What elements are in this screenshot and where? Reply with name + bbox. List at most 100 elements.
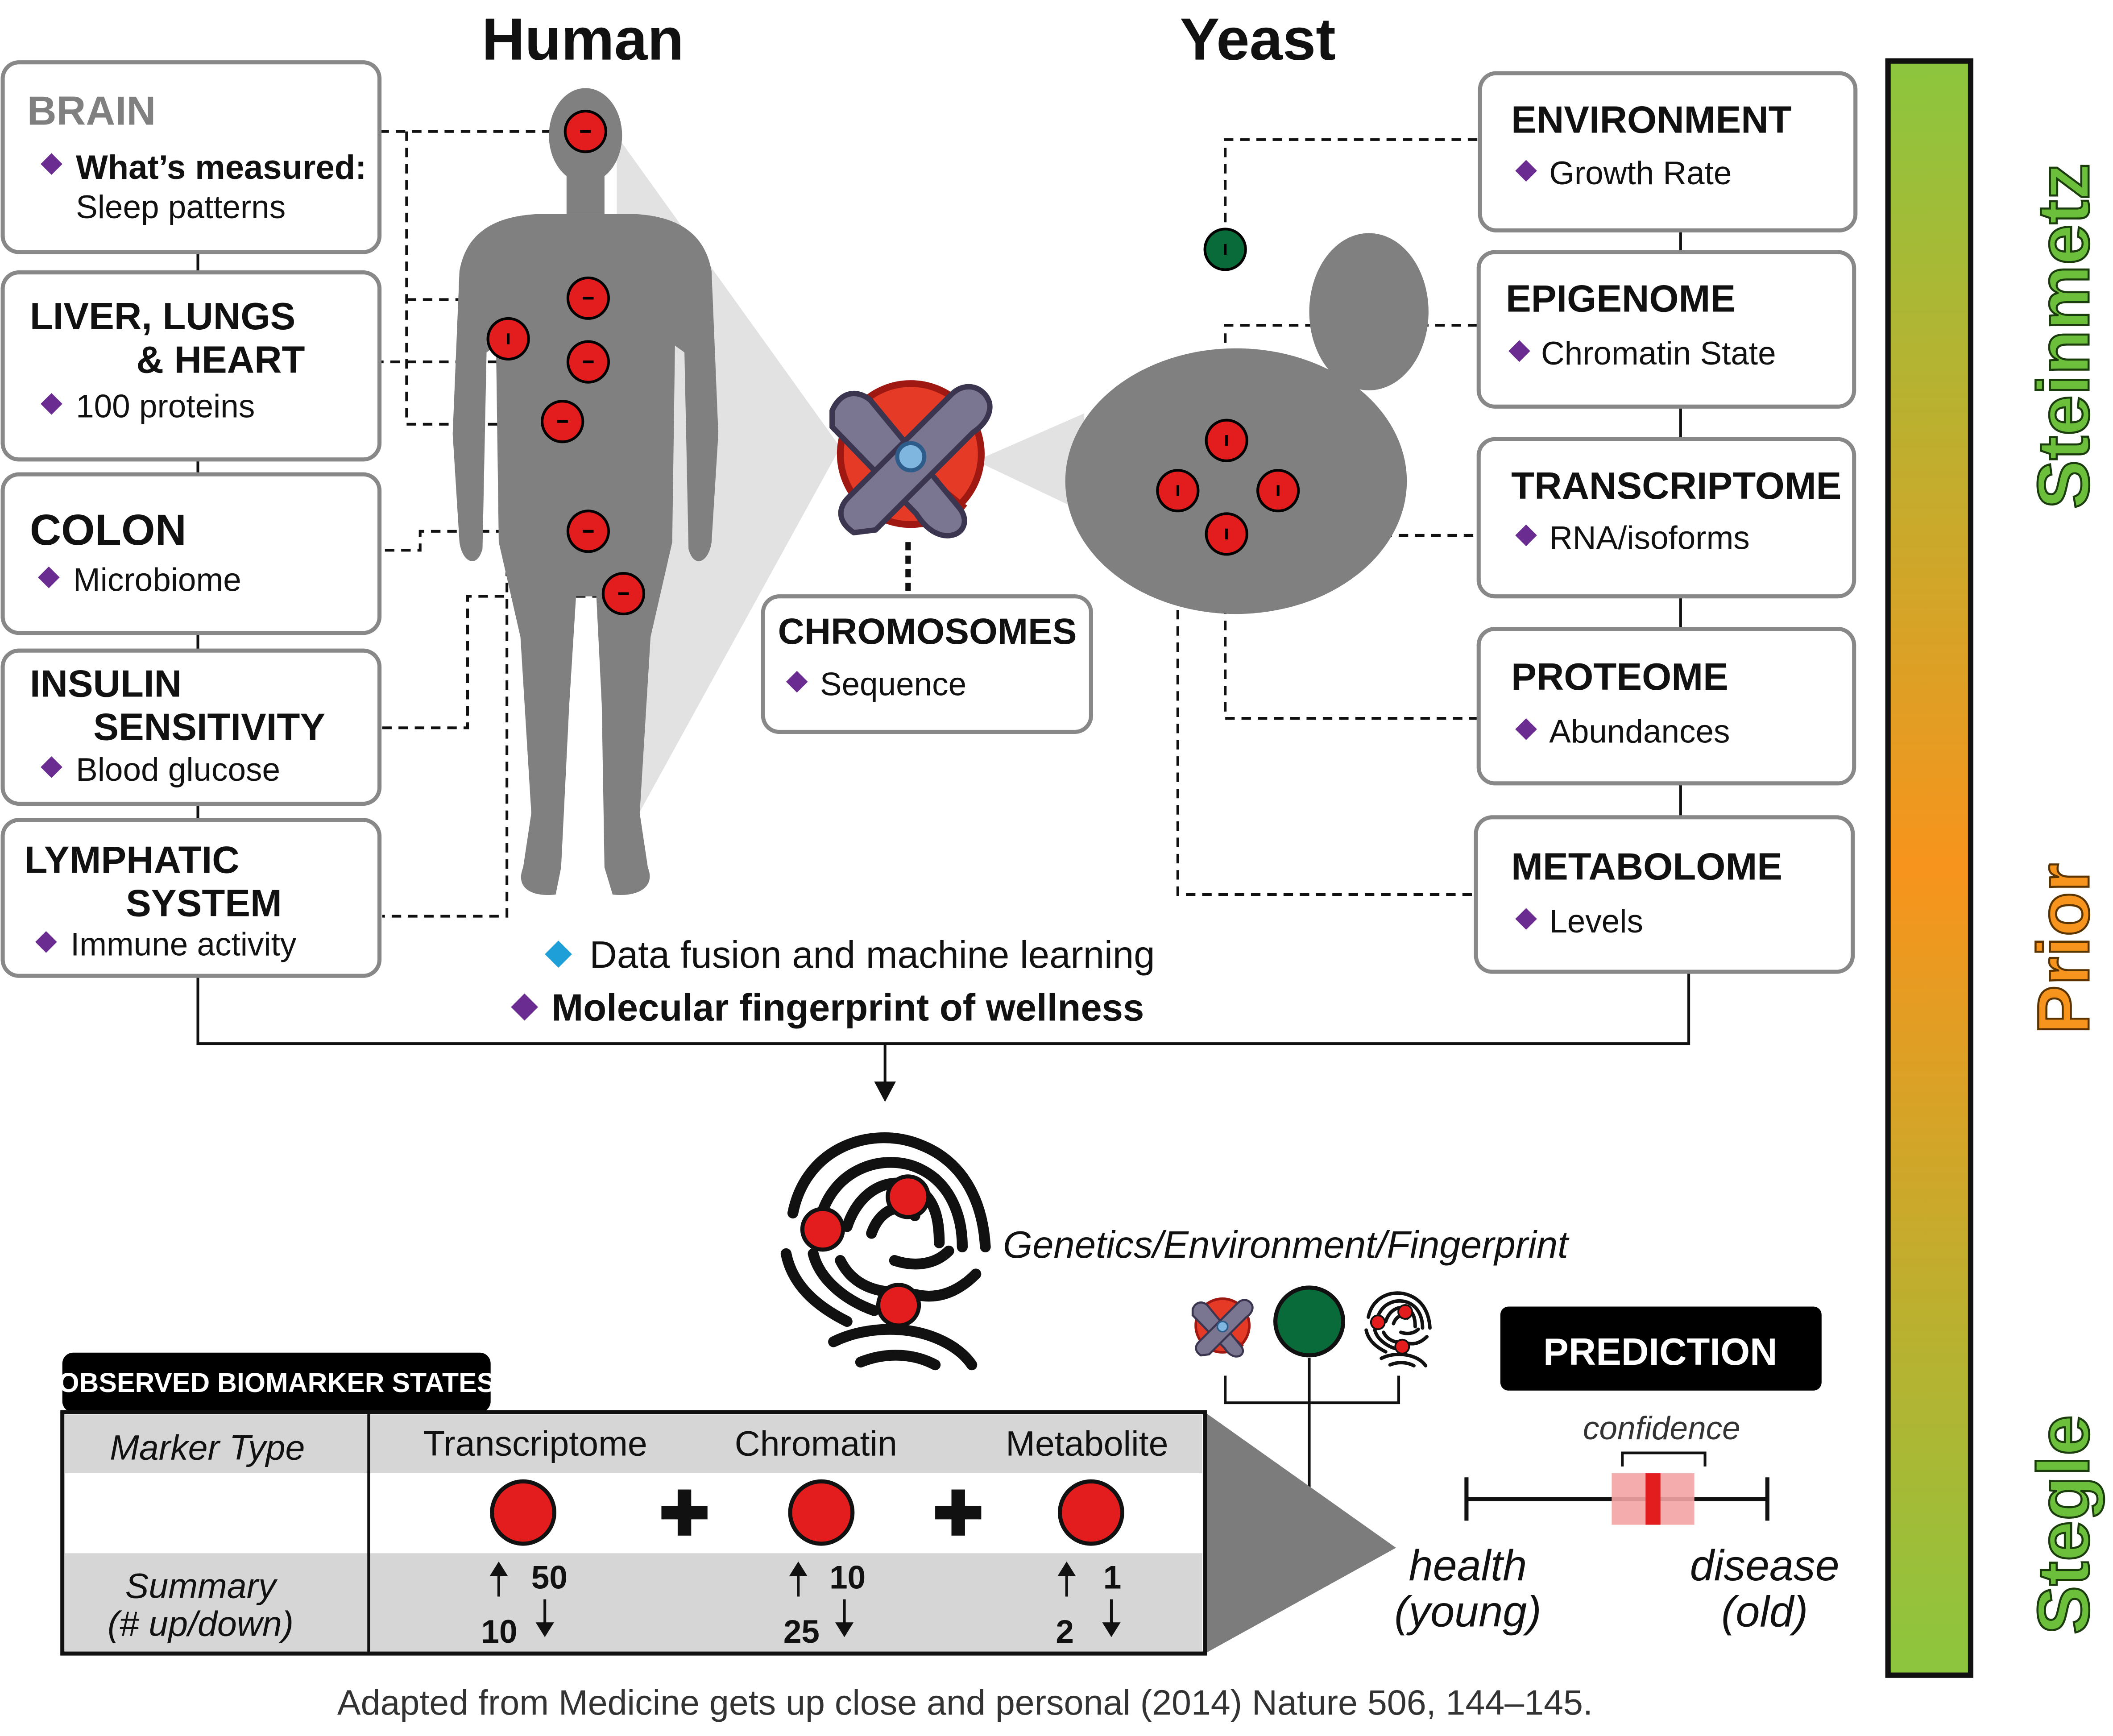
- box-transcriptome: [1476, 437, 1856, 599]
- box-insulin-item: Blood glucose: [76, 752, 280, 788]
- marker-colon: [566, 510, 610, 553]
- box-insulin-title-2: SENSITIVITY: [93, 706, 325, 749]
- box-insulin: [0, 648, 382, 806]
- diamond-icon: [1515, 718, 1537, 740]
- prediction-box: [1500, 1306, 1822, 1391]
- small-chromosome-icon: [1193, 1299, 1252, 1357]
- fusion-line-2: Molecular fingerprint of wellness: [551, 986, 1144, 1029]
- marker-metabolome: [1156, 469, 1200, 513]
- box-proteome: [1476, 626, 1856, 786]
- box-lymphatic: [0, 818, 382, 978]
- box-organs: [0, 270, 382, 462]
- marker-transcriptome: [1256, 469, 1300, 513]
- table-tab: [62, 1352, 491, 1413]
- yeast-markers: [1156, 228, 1300, 556]
- young-label: (young): [1394, 1587, 1541, 1636]
- marker-heart: [566, 340, 610, 384]
- box-chromosomes-item: Sequence: [820, 666, 966, 702]
- marker-lymph: [486, 317, 530, 361]
- chromatin-down: 25: [783, 1614, 820, 1650]
- box-environment: [1478, 71, 1858, 232]
- biomarker-table: OBSERVED BIOMARKER STATES Marker Type Su…: [58, 1352, 1396, 1656]
- table-funnel: [1205, 1412, 1396, 1654]
- box-chromosomes-title: CHROMOSOMES: [778, 611, 1077, 652]
- box-organs-title-1: LIVER, LUNGS: [30, 295, 295, 338]
- box-metabolome: [1474, 815, 1855, 974]
- box-brain-item-2: Sleep patterns: [76, 189, 286, 225]
- down-arrow-icon: [874, 1081, 896, 1102]
- box-lymphatic-title-1: LYMPHATIC: [25, 839, 240, 881]
- disease-label: disease: [1690, 1541, 1840, 1590]
- solid-connectors: [196, 230, 1690, 1085]
- small-fingerprint-icon: [1366, 1293, 1430, 1366]
- box-metabolome-title: METABOLOME: [1511, 846, 1782, 888]
- fingerprint-icon: [785, 1137, 986, 1366]
- yeast-boxes: ENVIRONMENT Growth Rate EPIGENOME Chroma…: [1474, 71, 1858, 974]
- box-insulin-title-1: INSULIN: [30, 663, 182, 705]
- health-label: health: [1409, 1541, 1527, 1590]
- side-label-steinmetz: Steinmetz: [2022, 163, 2104, 509]
- side-label-prior: Prior: [2022, 863, 2104, 1034]
- marker-liver: [541, 400, 584, 443]
- box-proteome-item: Abundances: [1549, 714, 1730, 750]
- yeast-header: Yeast: [1180, 6, 1335, 73]
- caption: Adapted from Medicine gets up close and …: [337, 1683, 1593, 1722]
- side-labels: Steinmetz Prior Stegle: [2021, 162, 2105, 1636]
- diamond-icon: [1515, 160, 1537, 182]
- row-label-summary-1: Summary: [125, 1566, 278, 1606]
- box-colon-title: COLON: [30, 505, 186, 554]
- blue-diamond-icon: [545, 941, 572, 968]
- box-environment-item: Growth Rate: [1549, 155, 1732, 191]
- box-brain: [0, 60, 382, 254]
- marker-lungs: [566, 276, 610, 320]
- col-metabolite: Metabolite: [1006, 1424, 1168, 1463]
- diamond-icon: [511, 993, 539, 1021]
- box-lymphatic-title-2: SYSTEM: [126, 883, 282, 925]
- box-epigenome-item: Chromatin State: [1541, 336, 1776, 372]
- prediction-marker: [1645, 1473, 1661, 1525]
- gradient-bar: [1885, 58, 1974, 1678]
- marker-epigenome: [1205, 418, 1248, 462]
- col-transcriptome: Transcriptome: [423, 1424, 647, 1463]
- box-transcriptome-item: RNA/isoforms: [1549, 520, 1750, 556]
- prediction-panel: PREDICTION confidence health (young) dis…: [1394, 1306, 1840, 1636]
- row-label-marker-type: Marker Type: [110, 1428, 305, 1467]
- marker-chromatin-dot: [788, 1479, 855, 1546]
- box-epigenome-title: EPIGENOME: [1506, 278, 1736, 320]
- prediction-title: PREDICTION: [1543, 1331, 1777, 1373]
- table-row-summary: [65, 1553, 1202, 1651]
- marker-metabolite-dot: [1058, 1479, 1124, 1546]
- transcriptome-up: 50: [531, 1559, 568, 1595]
- row-label-summary-2: (# up/down): [108, 1604, 294, 1644]
- yeast-zoom-fan: [976, 413, 1085, 513]
- plus-icons: [661, 1489, 982, 1536]
- metabolite-down: 2: [1056, 1614, 1074, 1650]
- box-brain-title: BRAIN: [27, 88, 156, 133]
- transcriptome-down: 10: [481, 1614, 517, 1650]
- table-tab-label: OBSERVED BIOMARKER STATES: [58, 1367, 495, 1398]
- box-brain-item-1: What’s measured:: [76, 149, 366, 186]
- box-organs-item: 100 proteins: [76, 389, 255, 425]
- col-chromatin: Chromatin: [735, 1424, 897, 1463]
- marker-transcriptome-dot: [490, 1479, 557, 1546]
- box-colon-item: Microbiome: [73, 562, 241, 598]
- side-label-stegle: Stegle: [2022, 1415, 2104, 1634]
- box-proteome-title: PROTEOME: [1511, 656, 1728, 698]
- human-boxes: BRAIN What’s measured: Sleep patterns LI…: [0, 60, 382, 978]
- box-organs-title-2: & HEART: [137, 339, 305, 381]
- metabolite-up: 1: [1103, 1559, 1122, 1595]
- fusion-line-1: Data fusion and machine learning: [589, 934, 1155, 976]
- box-epigenome: [1476, 250, 1856, 409]
- box-metabolome-item: Levels: [1549, 903, 1643, 940]
- box-lymphatic-item: Immune activity: [70, 927, 297, 963]
- marker-blood: [601, 572, 645, 616]
- diamond-icon: [1515, 908, 1537, 930]
- confidence-label: confidence: [1583, 1410, 1740, 1446]
- box-colon: [0, 472, 382, 635]
- diamond-icon: [41, 393, 62, 415]
- table-row-header: [65, 1415, 1202, 1474]
- diamond-icon: [41, 756, 62, 778]
- box-chromosomes: [761, 594, 1093, 734]
